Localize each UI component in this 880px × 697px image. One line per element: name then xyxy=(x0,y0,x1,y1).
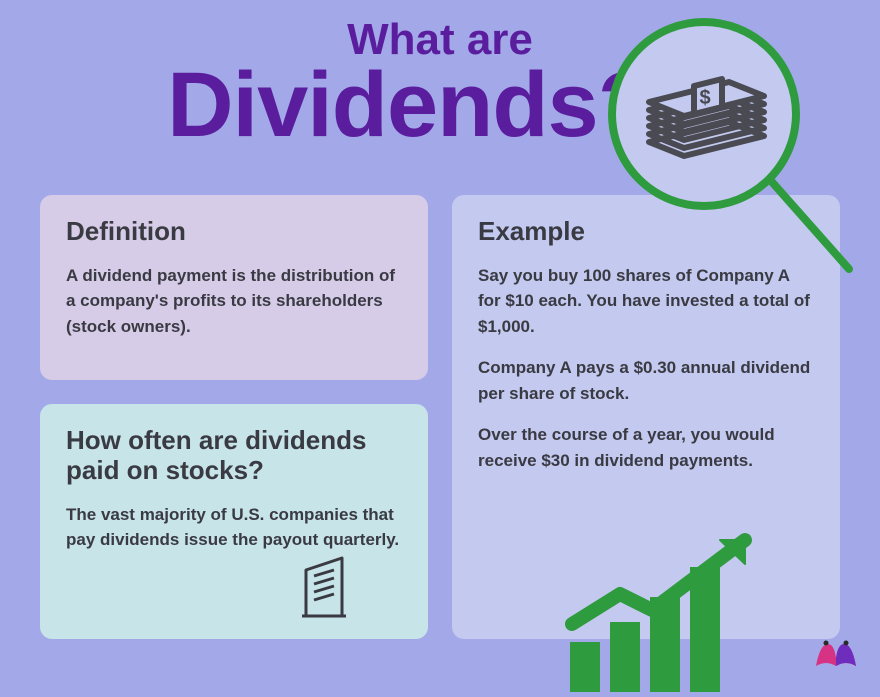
how-often-card: How often are dividends paid on stocks? … xyxy=(40,404,428,639)
how-often-body: The vast majority of U.S. companies that… xyxy=(66,502,402,553)
magnifying-glass-cash-icon: $ xyxy=(594,14,854,294)
growth-chart-icon xyxy=(560,532,780,697)
example-p2: Company A pays a $0.30 annual dividend p… xyxy=(478,355,814,406)
motley-fool-logo-icon xyxy=(814,640,858,675)
definition-card: Definition A dividend payment is the dis… xyxy=(40,195,428,380)
definition-heading: Definition xyxy=(66,217,402,247)
svg-text:$: $ xyxy=(699,87,710,109)
definition-body: A dividend payment is the distribution o… xyxy=(66,263,402,340)
how-often-heading: How often are dividends paid on stocks? xyxy=(66,426,402,486)
building-icon xyxy=(298,554,358,625)
example-p3: Over the course of a year, you would rec… xyxy=(478,422,814,473)
